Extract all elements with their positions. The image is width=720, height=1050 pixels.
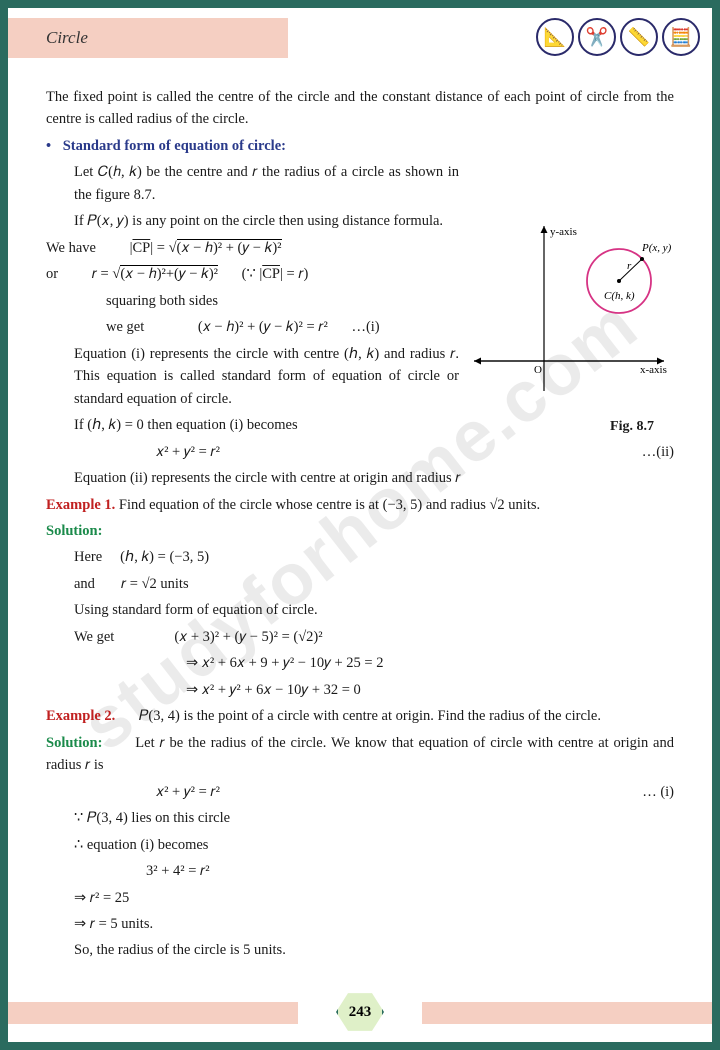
ex2-l6: ⇒ 𝑟 = 5 units. xyxy=(46,913,674,935)
page: Circle 📐 ✂️ 📏 🧮 studyforhome.com The fix… xyxy=(8,8,712,1042)
ex1-l5: ⇒ 𝑥² + 6𝑥 + 9 + 𝑦² − 10𝑦 + 25 = 2 xyxy=(46,652,674,674)
svg-text:O: O xyxy=(534,364,542,376)
page-title: Circle xyxy=(46,28,88,48)
line-s7: Equation (i) represents the circle with … xyxy=(46,343,459,410)
line-s8: If (ℎ, 𝑘) = 0 then equation (i) becomes xyxy=(46,414,674,436)
content-body: The fixed point is called the centre of … xyxy=(46,86,674,982)
figure-8-7: y-axis x-axis O P(x, y) C(h, k) r xyxy=(464,221,674,411)
header-band: Circle xyxy=(8,18,288,58)
ex1-l1: Here(ℎ, 𝑘) = (−3, 5) xyxy=(46,546,674,568)
ex2-l2: ∵ 𝑃(3, 4) lies on this circle xyxy=(46,807,674,829)
svg-text:x-axis: x-axis xyxy=(640,364,667,376)
intro-text: The fixed point is called the centre of … xyxy=(46,86,674,131)
example-2: Example 2. 𝑃(3, 4) is the point of a cir… xyxy=(46,705,674,727)
compass-icon: ✂️ xyxy=(578,18,616,56)
svg-text:P(x, y): P(x, y) xyxy=(641,242,672,254)
ex1-l6: ⇒ 𝑥² + 𝑦² + 6𝑥 − 10𝑦 + 32 = 0 xyxy=(46,679,674,701)
line-s1: Let 𝐶(ℎ, 𝑘) be the centre and 𝑟 the radi… xyxy=(46,161,459,206)
example-1: Example 1. Find equation of the circle w… xyxy=(46,494,674,516)
solution-1-label: Solution: xyxy=(46,520,674,542)
geometry-icon: 📐 xyxy=(536,18,574,56)
line-s4: or 𝑟 = √(𝑥 − ℎ)²+(𝑦 − 𝑘)² (∵ |CP| = 𝑟) xyxy=(46,263,459,285)
solution-2: Solution: Let 𝑟 be the radius of the cir… xyxy=(46,732,674,777)
footer: 243 xyxy=(8,996,712,1028)
ex1-l2: and𝑟 = √2 units xyxy=(46,573,674,595)
figure-caption: Fig. 8.7 xyxy=(610,416,654,438)
line-s9: 𝑥² + 𝑦² = 𝑟² …(ii) xyxy=(46,441,674,463)
ex1-l3: Using standard form of equation of circl… xyxy=(46,599,674,621)
bullet-icon: • xyxy=(46,138,51,154)
ex2-l5: ⇒ 𝑟² = 25 xyxy=(46,887,674,909)
ex2-l1: 𝑥² + 𝑦² = 𝑟²… (i) xyxy=(46,781,674,803)
line-s5: squaring both sides xyxy=(46,290,459,312)
svg-text:y-axis: y-axis xyxy=(550,226,577,238)
line-s10: Equation (ii) represents the circle with… xyxy=(46,467,674,489)
line-s2: If 𝑃(𝑥, 𝑦) is any point on the circle th… xyxy=(46,210,459,232)
ruler-icon: 📏 xyxy=(620,18,658,56)
icon-row: 📐 ✂️ 📏 🧮 xyxy=(536,18,700,56)
page-number: 243 xyxy=(336,991,384,1033)
calculator-icon: 🧮 xyxy=(662,18,700,56)
ex2-l4: 3² + 4² = 𝑟² xyxy=(46,860,674,882)
ex1-l4: We get(𝑥 + 3)² + (𝑦 − 5)² = (√2)² xyxy=(46,626,674,648)
ex2-l7: So, the radius of the circle is 5 units. xyxy=(46,939,674,961)
line-s6: we get (𝑥 − ℎ)² + (𝑦 − 𝑘)² = 𝑟² …(i) xyxy=(46,316,459,338)
svg-text:r: r xyxy=(627,260,632,272)
ex2-l3: ∴ equation (i) becomes xyxy=(46,834,674,856)
line-s3: We have |CP| = √(𝑥 − ℎ)² + (𝑦 − 𝑘)² xyxy=(46,237,459,259)
standard-form-heading: • Standard form of equation of circle: xyxy=(46,135,674,157)
svg-text:C(h, k): C(h, k) xyxy=(604,290,635,302)
